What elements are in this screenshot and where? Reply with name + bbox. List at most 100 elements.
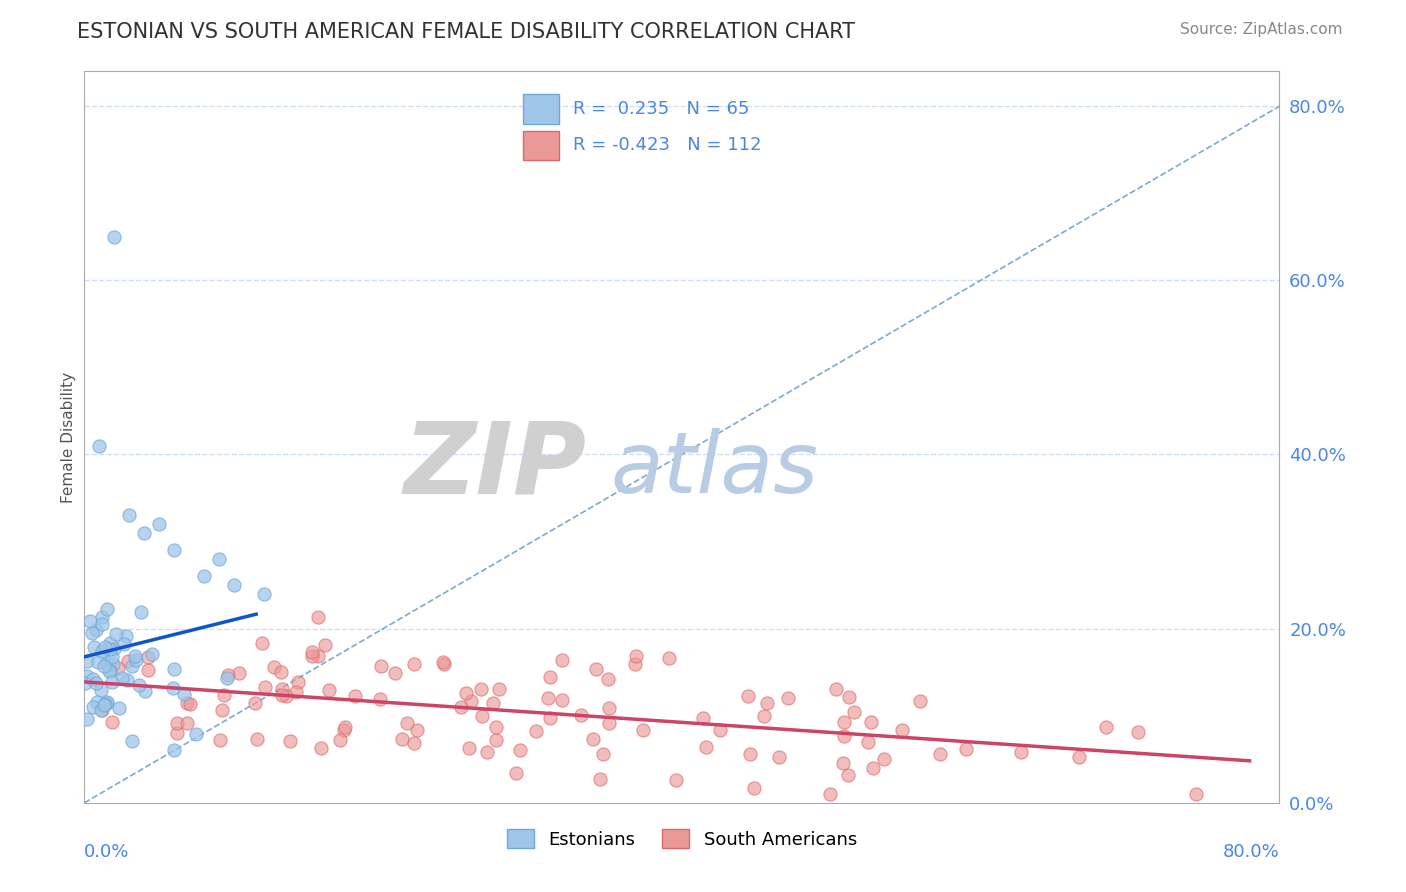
Point [709, 723, 731, 738]
Point [505, 765, 527, 780]
Point [76, 654, 98, 668]
Point [301, 649, 323, 664]
Point [94, 697, 117, 711]
Point [458, 740, 481, 755]
Point [405, 723, 427, 738]
Point [391, 732, 413, 747]
Point [121, 733, 143, 747]
Point [84, 624, 107, 638]
Point [471, 708, 494, 723]
Point [838, 690, 860, 704]
Point [114, 629, 136, 643]
Point [482, 696, 505, 710]
Point [208, 552, 231, 566]
Point [475, 745, 498, 759]
Point [101, 650, 124, 665]
Point [79, 614, 101, 628]
Point [134, 684, 156, 698]
Point [333, 720, 356, 734]
Point [768, 750, 790, 764]
Point [91, 610, 114, 624]
Text: Source: ZipAtlas.com: Source: ZipAtlas.com [1180, 22, 1343, 37]
Point [124, 649, 146, 664]
Text: 0.0%: 0.0% [84, 843, 129, 861]
Point [450, 700, 472, 714]
Point [834, 729, 856, 743]
Point [141, 647, 163, 661]
Point [832, 714, 855, 729]
Point [432, 655, 454, 669]
Point [111, 672, 134, 686]
Point [271, 681, 294, 696]
Text: ESTONIAN VS SOUTH AMERICAN FEMALE DISABILITY CORRELATION CHART: ESTONIAN VS SOUTH AMERICAN FEMALE DISABI… [77, 22, 855, 42]
Point [138, 650, 160, 665]
Point [343, 690, 366, 704]
Point [132, 525, 156, 540]
Point [624, 657, 647, 672]
Point [93, 698, 115, 712]
Point [276, 689, 298, 703]
Point [370, 659, 392, 673]
Point [82, 672, 104, 686]
Point [263, 660, 285, 674]
Point [245, 696, 267, 710]
Point [98, 664, 121, 678]
Point [96, 695, 118, 709]
Point [215, 672, 238, 686]
Point [737, 690, 759, 704]
Point [89, 439, 111, 453]
Text: ZIP: ZIP [404, 417, 586, 515]
Point [107, 661, 129, 675]
Point [890, 723, 912, 737]
Point [329, 733, 352, 747]
Point [186, 727, 208, 741]
Text: 80.0%: 80.0% [1223, 843, 1279, 861]
Point [112, 636, 135, 650]
Point [825, 681, 848, 696]
Point [396, 716, 419, 731]
Legend: Estonians, South Americans: Estonians, South Americans [499, 822, 865, 856]
Point [90, 643, 112, 657]
Point [91, 703, 114, 717]
Point [301, 645, 323, 659]
Point [837, 767, 859, 781]
Point [166, 716, 188, 731]
Point [1010, 745, 1032, 759]
Point [485, 732, 508, 747]
Point [929, 747, 952, 761]
Point [368, 691, 391, 706]
Point [862, 761, 884, 775]
Point [278, 734, 301, 748]
Point [551, 693, 574, 707]
Point [162, 681, 184, 696]
Point [118, 508, 141, 523]
Point [658, 651, 681, 665]
Point [117, 655, 139, 669]
Point [585, 662, 607, 676]
Point [76, 712, 98, 726]
Point [538, 669, 561, 683]
Point [631, 723, 654, 738]
Point [509, 742, 531, 756]
Point [485, 720, 508, 734]
Point [738, 747, 761, 761]
Point [97, 642, 120, 657]
Point [94, 640, 117, 654]
Point [173, 687, 195, 701]
Point [136, 663, 159, 677]
Point [90, 683, 112, 698]
Point [460, 693, 482, 707]
Point [818, 787, 841, 801]
Point [270, 665, 292, 679]
Point [222, 578, 245, 592]
Point [98, 636, 121, 650]
Point [93, 659, 115, 673]
Point [307, 609, 329, 624]
Point [384, 665, 406, 680]
Point [98, 641, 121, 656]
Point [752, 708, 775, 723]
Point [193, 569, 215, 583]
Point [402, 736, 425, 750]
Point [250, 636, 273, 650]
Point [742, 781, 765, 796]
